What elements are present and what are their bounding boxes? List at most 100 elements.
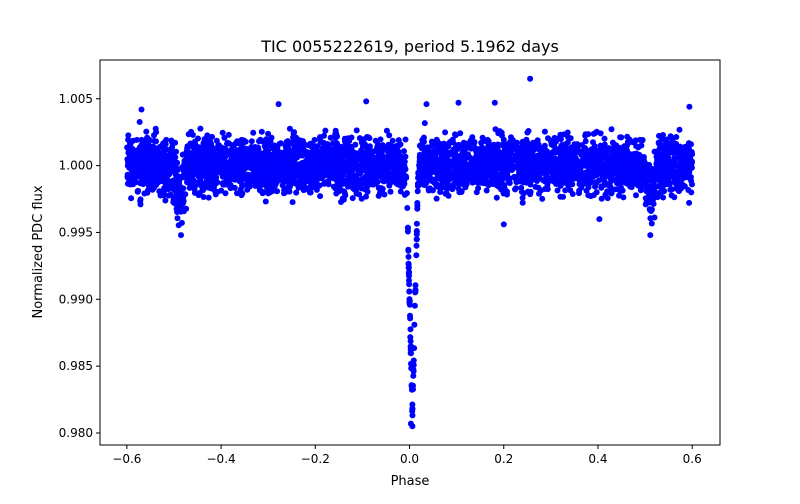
data-point <box>530 139 537 146</box>
data-point <box>478 139 485 146</box>
y-tick-label: 0.995 <box>59 225 93 239</box>
data-point <box>518 188 525 195</box>
data-point <box>472 173 479 180</box>
data-point <box>665 154 672 161</box>
data-point <box>334 142 341 149</box>
data-point <box>586 180 593 187</box>
data-point <box>414 202 421 209</box>
data-point <box>353 150 360 157</box>
data-point <box>433 195 440 202</box>
data-point <box>660 142 667 149</box>
data-point <box>410 372 417 379</box>
data-point <box>450 139 456 146</box>
data-point <box>598 144 605 151</box>
data-point <box>617 169 624 176</box>
data-point <box>407 315 414 322</box>
data-point <box>266 161 273 167</box>
data-point <box>482 166 489 173</box>
data-point <box>400 183 407 190</box>
data-point <box>407 326 414 333</box>
data-point-outlier <box>527 75 534 82</box>
data-point <box>397 188 404 195</box>
data-point <box>185 176 192 183</box>
data-point <box>188 128 195 135</box>
data-point <box>357 154 364 161</box>
data-point <box>137 196 144 203</box>
data-point <box>238 192 245 199</box>
data-point <box>500 151 507 158</box>
data-point <box>443 165 450 172</box>
data-point <box>421 138 427 145</box>
data-point-outlier <box>491 99 498 106</box>
data-point <box>624 180 631 187</box>
data-point <box>128 179 135 186</box>
data-point <box>227 185 234 192</box>
x-tick-label: −0.2 <box>301 452 330 466</box>
data-point <box>597 152 604 159</box>
data-point <box>311 136 318 143</box>
data-point <box>582 138 589 145</box>
data-point <box>233 161 240 168</box>
data-point <box>588 152 594 159</box>
data-point <box>274 152 280 158</box>
data-point <box>399 166 406 173</box>
data-point <box>127 140 134 147</box>
data-point <box>452 132 459 139</box>
data-point <box>588 175 594 181</box>
data-point <box>145 143 152 150</box>
data-point <box>493 194 500 201</box>
data-point <box>423 179 430 185</box>
data-point <box>646 206 653 213</box>
data-point <box>259 190 266 197</box>
data-point <box>454 153 461 160</box>
data-point <box>548 138 555 145</box>
data-point <box>492 126 499 133</box>
data-point <box>316 182 323 189</box>
data-point <box>224 170 231 177</box>
data-point <box>195 192 202 199</box>
data-point <box>458 143 465 150</box>
data-point <box>421 120 428 127</box>
data-point <box>605 146 612 153</box>
data-point <box>598 195 605 202</box>
data-point <box>203 139 210 145</box>
data-point <box>268 134 275 141</box>
y-axis: 0.980 0.985 0.990 0.995 1.000 1.005 <box>59 92 100 440</box>
data-point <box>226 163 233 170</box>
data-point <box>206 157 213 164</box>
data-point <box>165 192 172 199</box>
data-point <box>528 176 535 183</box>
data-point <box>534 137 541 144</box>
data-point <box>161 174 168 180</box>
data-point <box>377 136 384 143</box>
data-point <box>262 198 269 205</box>
data-point <box>520 169 527 176</box>
data-point <box>434 181 441 188</box>
data-point <box>234 168 241 174</box>
data-point <box>265 190 272 197</box>
data-point <box>339 179 345 185</box>
data-point <box>537 152 544 159</box>
data-point <box>250 129 257 136</box>
data-point <box>649 176 656 183</box>
data-point <box>623 148 630 155</box>
data-point <box>322 166 329 173</box>
data-point <box>479 174 486 181</box>
data-point <box>356 166 363 173</box>
data-point <box>376 159 383 166</box>
data-point <box>411 302 418 309</box>
data-point <box>174 196 181 202</box>
data-point <box>645 168 652 175</box>
data-point <box>353 172 360 179</box>
data-point <box>364 188 371 195</box>
data-point <box>650 195 656 202</box>
data-point <box>322 127 329 134</box>
data-point <box>269 171 276 178</box>
data-point <box>168 137 175 144</box>
data-point <box>241 163 248 170</box>
data-point <box>569 191 576 197</box>
data-point <box>313 186 320 193</box>
data-point <box>671 155 678 161</box>
data-point <box>409 412 416 419</box>
data-point <box>642 178 649 185</box>
